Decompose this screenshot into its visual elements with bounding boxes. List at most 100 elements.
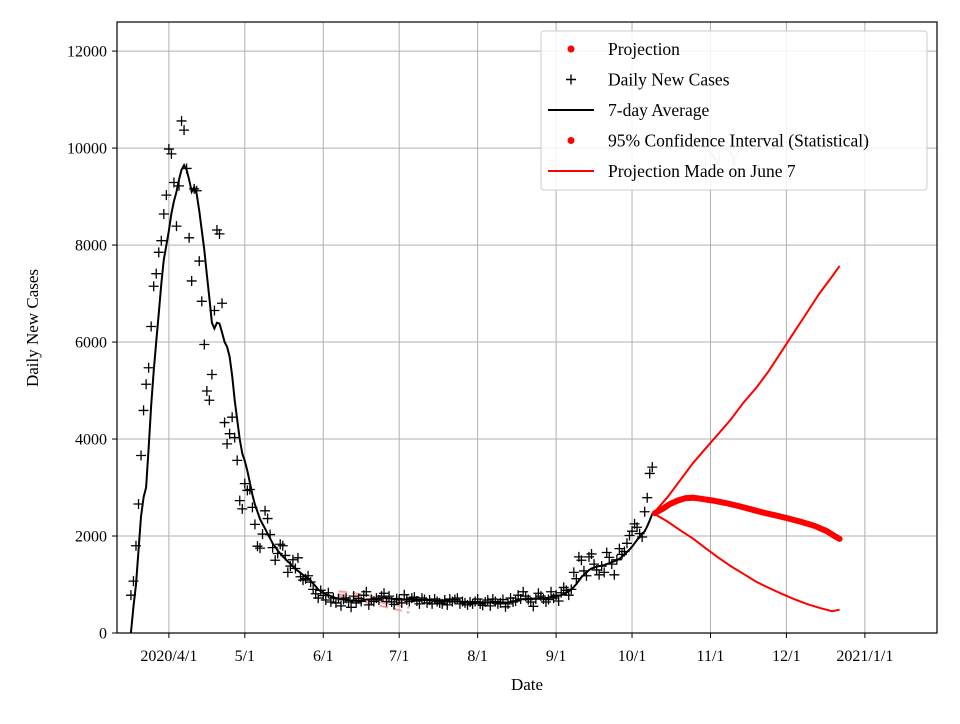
daily-cases-point <box>330 597 341 608</box>
daily-cases-point <box>138 405 149 416</box>
daily-cases-point <box>141 379 152 390</box>
daily-cases-point <box>254 543 265 554</box>
old-projection-line <box>338 593 410 609</box>
daily-cases-point <box>406 593 417 604</box>
daily-cases-point <box>260 505 271 516</box>
daily-cases-point <box>163 144 174 155</box>
legend: Projection Daily New Cases 7-day Average 95… <box>540 30 928 191</box>
daily-cases-point <box>568 567 579 578</box>
x-axis-label: Date <box>511 675 543 694</box>
y-axis-label: Daily New Cases <box>23 269 42 387</box>
daily-cases-point <box>252 541 263 552</box>
daily-cases-point <box>217 298 228 309</box>
daily-cases-point <box>389 599 400 610</box>
x-tick-label: 11/1 <box>697 648 725 665</box>
daily-cases-point <box>166 148 177 159</box>
daily-cases-point <box>206 369 217 380</box>
daily-cases-point <box>194 256 205 267</box>
daily-cases-point <box>320 595 331 606</box>
legend-dot-marker <box>567 137 575 144</box>
legend-plus-marker <box>566 74 576 85</box>
daily-cases-point <box>632 522 643 533</box>
daily-cases-point <box>171 221 182 232</box>
daily-cases-point <box>343 596 354 607</box>
daily-cases-point <box>308 584 319 595</box>
daily-cases-point <box>292 552 303 563</box>
daily-cases-point <box>399 589 410 600</box>
y-tick-label: 4000 <box>75 432 107 449</box>
daily-cases-point <box>176 115 187 126</box>
daily-cases-point <box>310 588 321 599</box>
daily-cases-point <box>470 596 481 607</box>
daily-cases-point <box>543 594 554 605</box>
daily-cases-point <box>184 232 195 243</box>
y-tick-label: 2000 <box>75 529 107 546</box>
daily-cases-point <box>363 599 374 610</box>
x-tick-label: 2020/4/1 <box>140 648 197 665</box>
daily-cases-point <box>239 478 250 489</box>
daily-cases-point <box>275 539 286 550</box>
legend-box <box>540 30 928 191</box>
daily-cases-point <box>348 591 359 602</box>
x-tick-label: 12/1 <box>772 648 800 665</box>
daily-cases-point <box>351 597 362 608</box>
y-tick-label: 10000 <box>67 141 107 158</box>
daily-cases-point <box>199 339 210 350</box>
x-tick-label: 2021/1/1 <box>836 648 893 665</box>
y-axis: 0 2000 4000 6000 8000 10000 12000 <box>67 44 117 643</box>
daily-cases-point <box>161 190 172 201</box>
daily-cases-point <box>287 554 298 565</box>
daily-cases-point <box>153 247 164 258</box>
daily-cases-point <box>429 594 440 605</box>
x-tick-label: 8/1 <box>467 648 487 665</box>
daily-cases-point <box>148 281 159 292</box>
daily-cases-point <box>158 209 169 220</box>
daily-cases-point <box>229 432 240 443</box>
daily-cases-point <box>449 594 460 605</box>
daily-cases-point <box>599 567 610 578</box>
daily-cases-point <box>313 593 324 604</box>
daily-cases-point <box>222 438 233 449</box>
daily-cases-point <box>621 538 632 549</box>
confidence-interval-line <box>654 265 841 513</box>
daily-cases-point <box>553 595 564 606</box>
daily-cases-point <box>249 519 260 530</box>
x-tick-label: 5/1 <box>235 648 255 665</box>
daily-cases-point <box>416 593 427 604</box>
daily-cases-point <box>224 428 235 439</box>
legend-label: Daily New Cases <box>608 70 730 90</box>
daily-cases-point <box>604 552 615 563</box>
daily-cases-point <box>335 600 346 611</box>
daily-cases-point <box>214 228 225 239</box>
daily-cases-point <box>179 125 190 136</box>
daily-cases-point <box>204 395 215 406</box>
daily-cases-point <box>624 530 635 541</box>
daily-cases-point <box>146 321 157 332</box>
legend-label: Projection Made on June 7 <box>608 161 796 181</box>
daily-cases-point <box>475 598 486 609</box>
y-tick-label: 12000 <box>67 44 107 61</box>
daily-cases-point <box>201 386 212 397</box>
daily-cases-point <box>277 540 288 551</box>
daily-cases-point <box>219 417 230 428</box>
daily-cases-point <box>379 588 390 599</box>
daily-cases-point <box>434 597 445 608</box>
daily-cases-point <box>151 268 162 279</box>
confidence-interval-line <box>654 513 840 613</box>
daily-cases-point <box>237 503 248 514</box>
y-tick-label: 6000 <box>75 335 107 352</box>
daily-cases-point <box>490 596 501 607</box>
daily-cases-point <box>298 575 309 586</box>
series-layer <box>125 115 843 634</box>
y-tick-label: 8000 <box>75 238 107 255</box>
legend-dot-marker <box>567 45 575 53</box>
daily-cases-point <box>503 598 514 609</box>
daily-cases-point <box>384 591 395 602</box>
legend-label: 7-day Average <box>608 100 709 120</box>
old-projection-line <box>338 595 410 614</box>
x-axis: 2020/4/1 5/1 6/1 7/1 8/1 9/1 10/1 11/1 12/1 2021/… <box>140 633 893 665</box>
daily-cases-point <box>136 450 147 461</box>
daily-cases-point <box>270 555 281 566</box>
